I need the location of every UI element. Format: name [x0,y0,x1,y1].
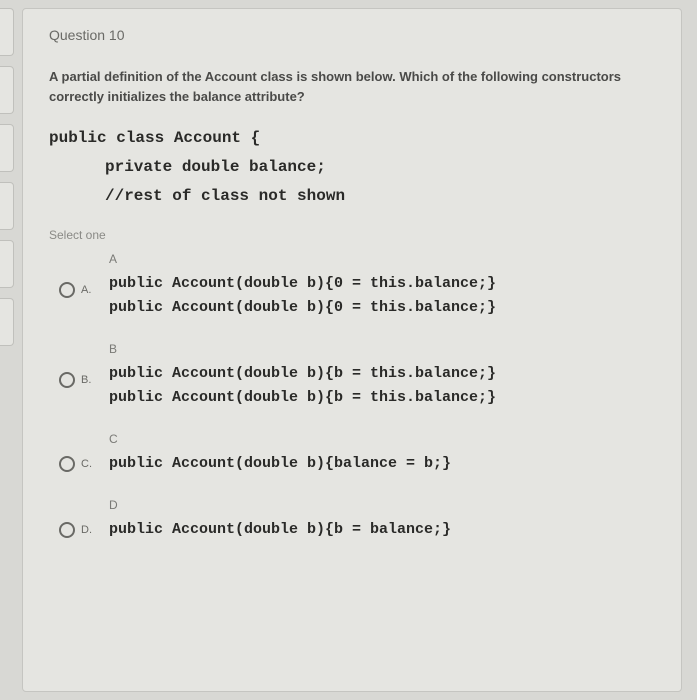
nav-stub[interactable] [0,124,14,172]
radio-label: C. [81,458,92,470]
option-b: B B. public Account(double b){b = this.b… [59,342,655,410]
code-line: private double balance; [49,153,655,182]
nav-stub[interactable] [0,8,14,56]
option-c: C C. public Account(double b){balance = … [59,432,655,476]
question-prompt: A partial definition of the Account clas… [49,67,655,106]
code-line: //rest of class not shown [49,182,655,211]
nav-stub[interactable] [0,182,14,230]
code-line: public Account(double b){b = this.balanc… [109,362,496,386]
option-d: D D. public Account(double b){b = balanc… [59,498,655,542]
option-code: public Account(double b){b = this.balanc… [109,362,496,410]
code-line: public class Account { [49,124,655,153]
option-code: public Account(double b){b = balance;} [109,518,451,542]
options-list: A A. public Account(double b){0 = this.b… [49,252,655,542]
code-line: public Account(double b){0 = this.balanc… [109,272,496,296]
radio-d[interactable] [59,522,75,538]
option-code: public Account(double b){balance = b;} [109,452,451,476]
nav-stub[interactable] [0,240,14,288]
option-a: A A. public Account(double b){0 = this.b… [59,252,655,320]
option-letter: D [109,498,655,512]
question-number: Question 10 [49,27,655,43]
option-letter: B [109,342,655,356]
radio-label: B. [81,374,91,386]
radio-c[interactable] [59,456,75,472]
question-panel: Question 10 A partial definition of the … [22,8,682,692]
nav-stub[interactable] [0,66,14,114]
radio-label: D. [81,524,92,536]
option-letter: C [109,432,655,446]
nav-stub[interactable] [0,298,14,346]
option-code: public Account(double b){0 = this.balanc… [109,272,496,320]
sidebar-stubs [0,0,18,700]
radio-a[interactable] [59,282,75,298]
select-one-label: Select one [49,228,655,242]
option-letter: A [109,252,655,266]
radio-label: A. [81,284,91,296]
code-block: public class Account { private double ba… [49,124,655,210]
code-line: public Account(double b){b = this.balanc… [109,386,496,410]
code-line: public Account(double b){0 = this.balanc… [109,296,496,320]
radio-b[interactable] [59,372,75,388]
